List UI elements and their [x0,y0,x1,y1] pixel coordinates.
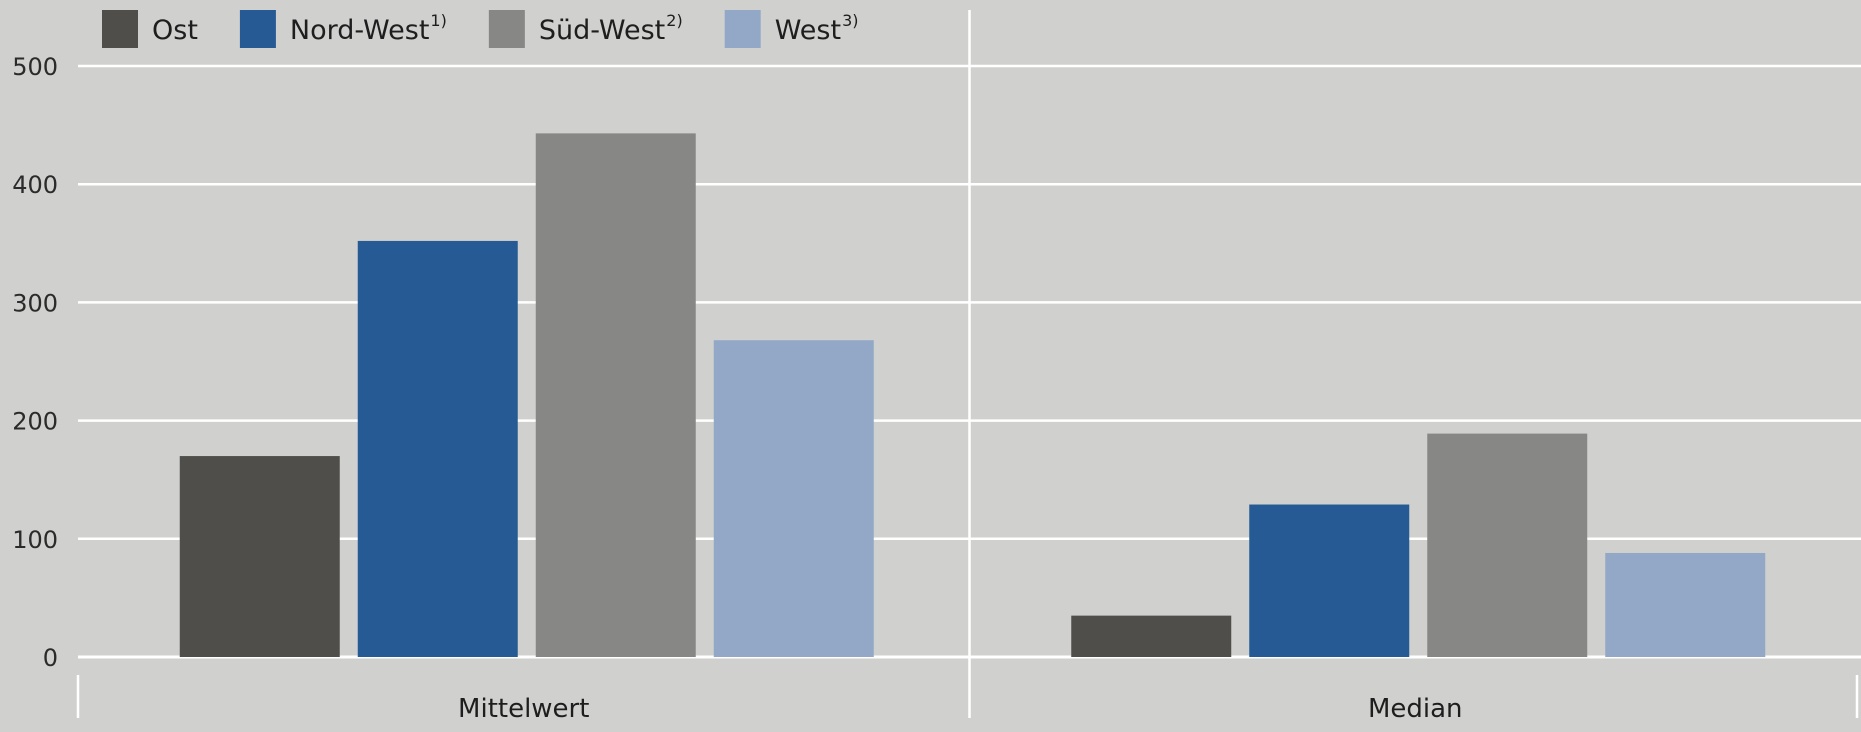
legend: Ost Nord-West 1) Süd-West 2) West 3) [102,10,859,48]
bar-nord-west-median [1249,504,1410,657]
bar-west-mittelwert [713,340,874,657]
bar-ost-mittelwert [179,456,340,657]
y-tick-label: 400 [12,171,58,199]
bar-nord-west-mittelwert [357,240,518,657]
y-tick-label: 100 [12,526,58,554]
legend-footnote-marker: 3) [842,11,858,30]
bars [179,133,1766,657]
y-tick-label: 0 [43,644,58,672]
legend-swatch [102,10,138,48]
bar-s-d-west-median [1427,433,1588,657]
legend-swatch [488,10,525,48]
bar-ost-median [1071,615,1232,657]
legend-label: Nord-West [290,15,430,46]
legend-label: West [775,15,841,46]
x-category-label: Median [1368,694,1463,724]
legend-swatch [724,10,761,48]
y-tick-label: 300 [12,289,58,317]
legend-label: Ost [152,15,198,46]
legend-footnote-marker: 2) [666,11,682,30]
x-axis: Mittelwert Median [76,10,1859,724]
y-tick-label: 500 [12,53,58,81]
y-axis: 0 100 200 300 400 500 [12,53,58,672]
legend-swatch [239,10,276,48]
bar-s-d-west-mittelwert [535,133,696,657]
x-category-label: Mittelwert [458,694,589,724]
legend-footnote-marker: 1) [430,11,446,30]
bar-west-median [1605,552,1766,657]
legend-label: Süd-West [539,15,665,46]
y-tick-label: 200 [12,408,58,436]
